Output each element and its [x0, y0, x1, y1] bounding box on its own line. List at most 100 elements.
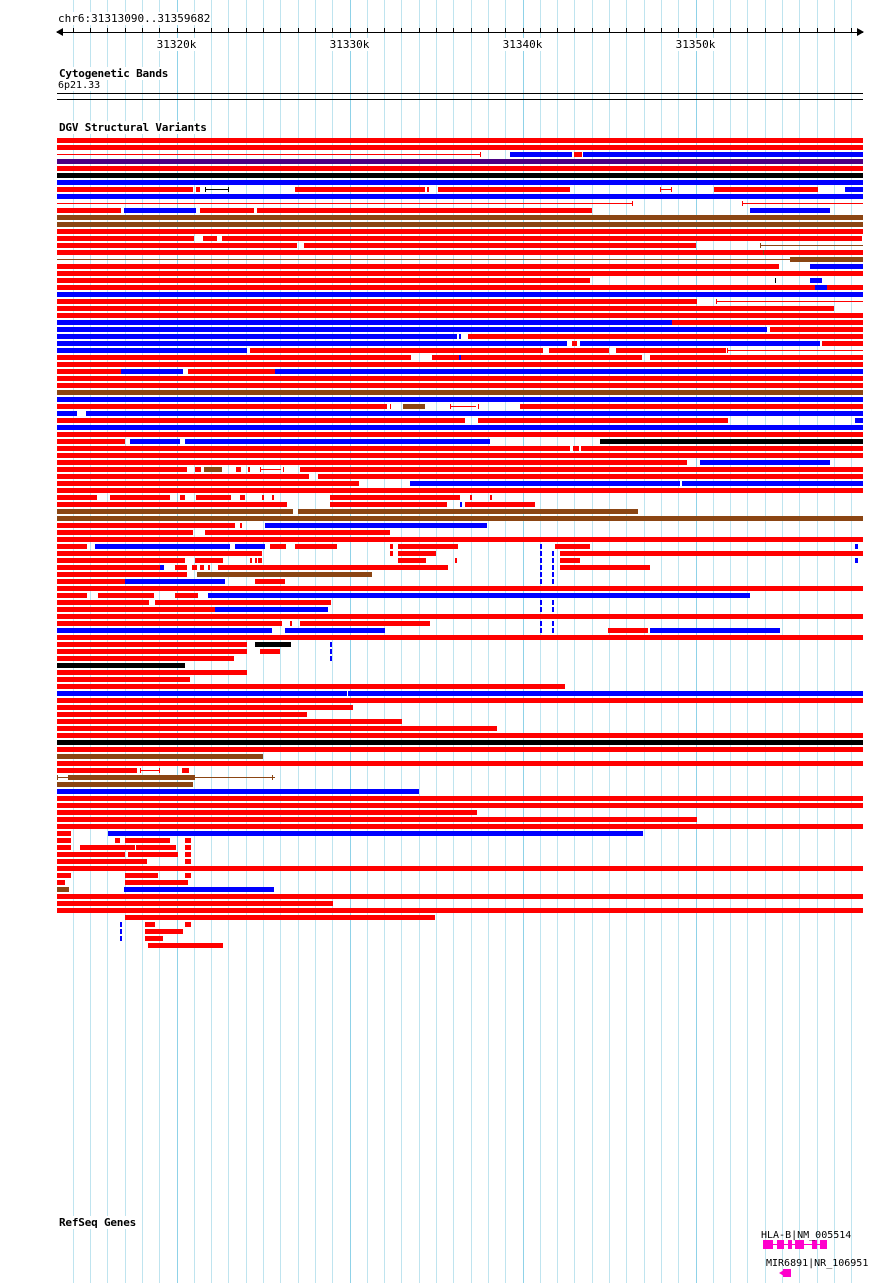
dgv-variant-row[interactable]: [0, 467, 890, 472]
dgv-variant-bar[interactable]: [57, 656, 234, 661]
dgv-variant-row[interactable]: [0, 432, 890, 437]
dgv-variant-row[interactable]: [0, 684, 890, 689]
dgv-variant-bar[interactable]: [258, 558, 260, 563]
dgv-variant-bar[interactable]: [57, 544, 87, 549]
dgv-variant-endcap[interactable]: [671, 187, 672, 192]
dgv-variant-bar[interactable]: [57, 145, 863, 150]
dgv-variant-row[interactable]: [0, 488, 890, 493]
dgv-variant-bar[interactable]: [260, 558, 262, 563]
dgv-variant-endcap[interactable]: [222, 551, 223, 556]
dgv-variant-bar[interactable]: [57, 803, 863, 808]
dgv-variant-bar[interactable]: [240, 523, 242, 528]
dgv-variant-bar[interactable]: [57, 369, 121, 374]
dgv-variant-row[interactable]: [0, 215, 890, 220]
dgv-variant-endcap[interactable]: [159, 768, 160, 773]
dgv-variant-row[interactable]: [0, 222, 890, 227]
dgv-variant-bar[interactable]: [57, 481, 359, 486]
dgv-variant-span-line[interactable]: [57, 259, 863, 260]
dgv-variant-bar[interactable]: [262, 621, 282, 626]
dgv-variant-bar[interactable]: [120, 929, 122, 934]
dgv-variant-bar[interactable]: [57, 222, 863, 227]
dgv-variant-bar[interactable]: [714, 187, 818, 192]
dgv-variant-bar[interactable]: [57, 866, 863, 871]
dgv-variant-bar[interactable]: [398, 558, 426, 563]
dgv-variant-endcap[interactable]: [205, 187, 206, 192]
dgv-variant-bar[interactable]: [57, 362, 863, 367]
dgv-variant-bar[interactable]: [300, 467, 863, 472]
dgv-variant-bar[interactable]: [57, 194, 863, 199]
dgv-variant-bar[interactable]: [218, 565, 448, 570]
dgv-variant-row[interactable]: [0, 481, 890, 486]
dgv-variant-row[interactable]: [0, 138, 890, 143]
dgv-variant-bar[interactable]: [57, 236, 194, 241]
dgv-variant-span-line[interactable]: [717, 301, 863, 302]
dgv-variant-bar[interactable]: [240, 495, 245, 500]
dgv-variant-bar[interactable]: [57, 558, 185, 563]
dgv-variant-bar[interactable]: [236, 467, 241, 472]
dgv-variant-bar[interactable]: [57, 390, 863, 395]
dgv-variant-bar[interactable]: [57, 719, 402, 724]
dgv-variant-bar[interactable]: [86, 411, 863, 416]
dgv-variant-bar[interactable]: [459, 355, 461, 360]
dgv-variant-bar[interactable]: [57, 740, 863, 745]
dgv-variant-bar[interactable]: [700, 460, 830, 465]
dgv-variant-bar[interactable]: [57, 292, 863, 297]
dgv-variant-row[interactable]: [0, 859, 890, 864]
dgv-variant-bar[interactable]: [57, 285, 863, 290]
dgv-variant-row[interactable]: [0, 418, 890, 423]
dgv-variant-bar[interactable]: [185, 859, 191, 864]
dgv-variant-bar[interactable]: [57, 579, 127, 584]
dgv-variant-bar[interactable]: [257, 208, 592, 213]
dgv-variant-bar[interactable]: [57, 334, 457, 339]
dgv-variant-bar[interactable]: [57, 712, 307, 717]
dgv-variant-endcap[interactable]: [390, 404, 391, 409]
dgv-variant-bar[interactable]: [57, 628, 272, 633]
dgv-variant-row[interactable]: [0, 852, 890, 857]
dgv-variant-span-line[interactable]: [141, 770, 159, 771]
dgv-variant-row[interactable]: [0, 369, 890, 374]
dgv-variant-bar[interactable]: [255, 642, 291, 647]
dgv-variant-bar[interactable]: [810, 278, 822, 283]
dgv-variant-row[interactable]: [0, 943, 890, 948]
gene-exon[interactable]: [788, 1240, 792, 1249]
dgv-variant-bar[interactable]: [57, 852, 125, 857]
dgv-variant-bar[interactable]: [57, 250, 863, 255]
dgv-variant-row[interactable]: [0, 180, 890, 185]
dgv-variant-endcap[interactable]: [716, 299, 717, 304]
dgv-variant-bar[interactable]: [192, 565, 197, 570]
dgv-variant-row[interactable]: [0, 824, 890, 829]
dgv-variant-bar[interactable]: [438, 187, 570, 192]
dgv-variant-row[interactable]: [0, 803, 890, 808]
dgv-variant-bar[interactable]: [552, 558, 554, 563]
dgv-variant-span-line[interactable]: [206, 189, 228, 190]
dgv-variant-bar[interactable]: [57, 894, 863, 899]
dgv-variant-bar[interactable]: [520, 404, 863, 409]
dgv-variant-row[interactable]: [0, 565, 890, 570]
dgv-variant-bar[interactable]: [318, 474, 863, 479]
dgv-variant-bar[interactable]: [410, 481, 680, 486]
dgv-variant-endcap[interactable]: [775, 278, 776, 283]
dgv-variant-bar[interactable]: [57, 621, 262, 626]
dgv-variant-row[interactable]: [0, 285, 890, 290]
dgv-variant-row[interactable]: [0, 474, 890, 479]
dgv-variant-bar[interactable]: [57, 572, 187, 577]
dgv-variant-bar[interactable]: [115, 838, 120, 843]
dgv-variant-row[interactable]: [0, 607, 890, 612]
dgv-variant-row[interactable]: [0, 817, 890, 822]
dgv-variant-span-line[interactable]: [57, 203, 632, 204]
dgv-variant-row[interactable]: [0, 761, 890, 766]
dgv-variant-row[interactable]: [0, 383, 890, 388]
dgv-variant-row[interactable]: [0, 873, 890, 878]
dgv-variant-bar[interactable]: [265, 523, 487, 528]
dgv-variant-bar[interactable]: [185, 845, 191, 850]
dgv-variant-bar[interactable]: [255, 558, 257, 563]
dgv-variant-row[interactable]: [0, 719, 890, 724]
dgv-variant-span-line[interactable]: [661, 189, 671, 190]
dgv-variant-bar[interactable]: [549, 348, 609, 353]
dgv-variant-row[interactable]: [0, 922, 890, 927]
dgv-variant-bar[interactable]: [57, 166, 863, 171]
dgv-variant-row[interactable]: [0, 600, 890, 605]
dgv-variant-bar[interactable]: [57, 733, 863, 738]
gene-exon[interactable]: [795, 1240, 804, 1249]
dgv-variant-bar[interactable]: [459, 334, 461, 339]
